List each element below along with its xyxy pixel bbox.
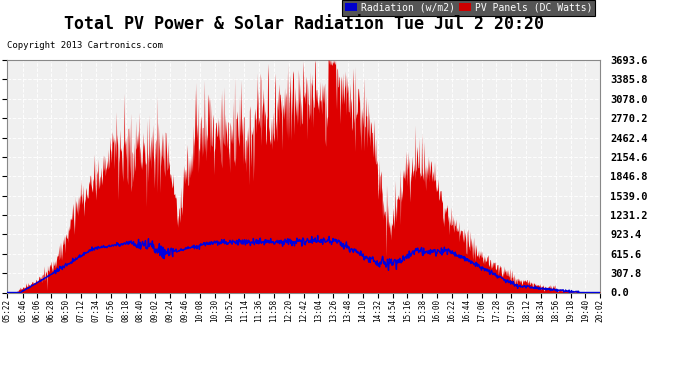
Text: Copyright 2013 Cartronics.com: Copyright 2013 Cartronics.com (7, 41, 163, 50)
Legend: Radiation (w/m2), PV Panels (DC Watts): Radiation (w/m2), PV Panels (DC Watts) (342, 0, 595, 16)
Text: Total PV Power & Solar Radiation Tue Jul 2 20:20: Total PV Power & Solar Radiation Tue Jul… (63, 15, 544, 33)
